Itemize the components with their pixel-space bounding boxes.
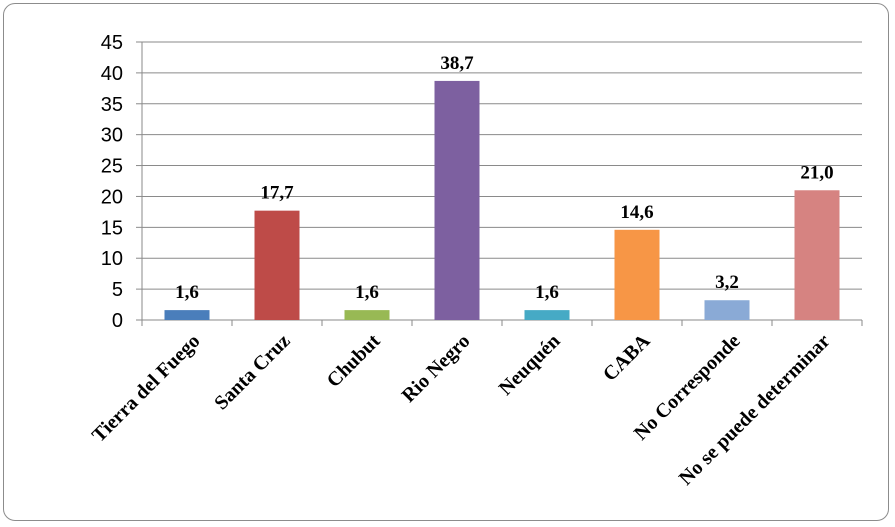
x-tick-label: Santa Cruz <box>210 330 294 414</box>
y-tick-label: 5 <box>112 279 123 301</box>
x-tick-label: CABA <box>599 330 655 386</box>
y-tick-label: 10 <box>101 248 123 270</box>
y-tick-label: 40 <box>101 63 123 85</box>
data-label: 21,0 <box>800 162 833 183</box>
bar-chubut <box>344 310 390 320</box>
bar-caba <box>614 229 660 320</box>
bar-rio-negro <box>434 80 480 320</box>
data-label: 1,6 <box>355 282 379 303</box>
bar-neuqu-n <box>524 310 570 320</box>
y-tick-label: 35 <box>101 94 123 116</box>
bar-no-se-puede-determinar <box>794 190 840 320</box>
y-tick-label: 25 <box>101 156 123 178</box>
y-tick-label: 20 <box>101 186 123 208</box>
bar-tierra-del-fuego <box>164 310 210 320</box>
data-label: 1,6 <box>175 282 199 303</box>
x-tick-label: Rio Negro <box>398 330 475 407</box>
x-tick-label: No se puede determinar <box>675 330 835 490</box>
x-tick-label: Neuquén <box>495 330 565 400</box>
bar-santa-cruz <box>254 210 300 320</box>
data-label: 38,7 <box>440 53 474 74</box>
y-tick-label: 15 <box>101 217 123 239</box>
y-tick-label: 0 <box>112 310 123 332</box>
data-label: 17,7 <box>260 183 294 204</box>
data-label: 3,2 <box>715 272 739 293</box>
y-tick-label: 30 <box>101 125 123 147</box>
x-tick-label: Tierra del Fuego <box>88 330 205 447</box>
data-label: 1,6 <box>535 282 559 303</box>
y-tick-label: 45 <box>101 32 123 54</box>
x-tick-label: Chubut <box>323 330 385 392</box>
data-label: 14,6 <box>620 202 653 223</box>
bar-no-corresponde <box>704 300 750 320</box>
